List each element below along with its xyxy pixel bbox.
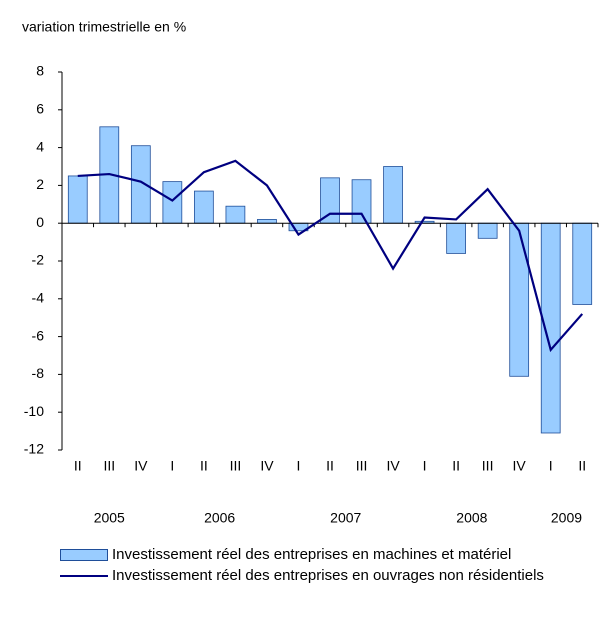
x-tick-label: IV <box>134 458 148 474</box>
bar <box>509 222 530 377</box>
y-tick-label: 6 <box>36 101 44 117</box>
x-tick-label: III <box>356 458 368 474</box>
x-tick-label: II <box>326 458 334 474</box>
chart: variation trimestrielle en % -12 -10 -8 -6 -… <box>22 19 599 526</box>
bar <box>225 205 246 224</box>
year-label: 2007 <box>330 510 361 526</box>
year-label: 2008 <box>456 510 487 526</box>
year-label: 2006 <box>204 510 235 526</box>
x-tick-label: II <box>452 458 460 474</box>
x-tick-label: II <box>200 458 208 474</box>
x-tick-label: I <box>423 458 427 474</box>
bar <box>257 219 277 224</box>
bar <box>162 181 183 224</box>
x-tick-label: III <box>103 458 115 474</box>
x-tick-label: IV <box>513 458 527 474</box>
bar <box>446 222 466 254</box>
year-label: 2005 <box>94 510 125 526</box>
bar <box>194 190 214 224</box>
bar <box>320 177 340 224</box>
line <box>77 159 584 353</box>
legend-swatch <box>60 575 108 577</box>
y-tick-label: -2 <box>32 252 45 268</box>
x-tick-label: I <box>297 458 301 474</box>
x-tick-label: III <box>482 458 494 474</box>
x-tick-label: II <box>74 458 82 474</box>
year-label: 2009 <box>551 510 582 526</box>
legend-item: Investissement réel des entreprises en m… <box>60 544 592 565</box>
x-tick-label: I <box>549 458 553 474</box>
y-tick-label: -6 <box>32 327 45 343</box>
legend-label: Investissement réel des entreprises en m… <box>112 546 512 563</box>
bar <box>383 166 403 224</box>
y-tick-label: -12 <box>24 441 44 457</box>
x-tick-label: III <box>230 458 242 474</box>
x-tick-label: IV <box>386 458 400 474</box>
y-tick-label: -8 <box>32 365 45 381</box>
x-tick-label: II <box>578 458 586 474</box>
x-tick-label: I <box>170 458 174 474</box>
bar <box>572 222 593 305</box>
legend: Investissement réel des entreprises en m… <box>60 544 600 586</box>
legend-swatch <box>60 549 108 561</box>
y-tick-label: 2 <box>36 176 44 192</box>
y-axis-title: variation trimestrielle en % <box>22 19 186 35</box>
y-tick-label: 4 <box>36 138 44 154</box>
bar <box>477 222 498 239</box>
bar <box>67 175 88 224</box>
y-tick-label: 0 <box>36 214 44 230</box>
legend-label: Investissement réel des entreprises en o… <box>112 567 544 584</box>
y-tick-label: 8 <box>36 63 44 79</box>
legend-item: Investissement réel des entreprises en o… <box>60 565 592 586</box>
y-tick-label: -4 <box>32 290 45 306</box>
bar <box>351 179 372 224</box>
y-tick-label: -10 <box>24 403 44 419</box>
x-tick-label: IV <box>260 458 274 474</box>
